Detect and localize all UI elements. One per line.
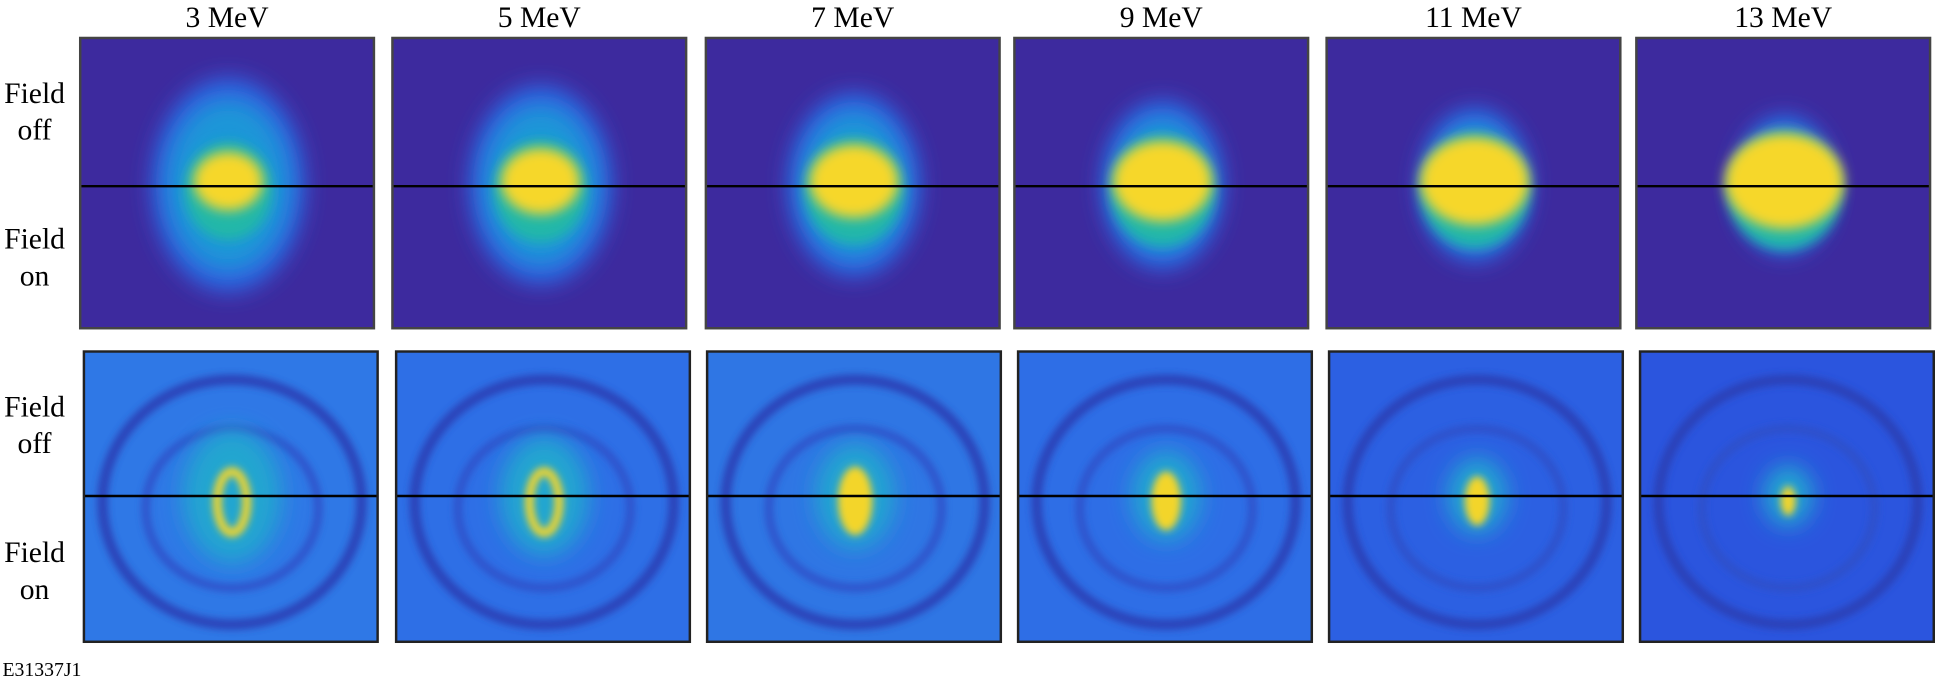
hot-ring [525, 467, 564, 538]
hot-ring [212, 467, 252, 538]
core [501, 148, 581, 215]
image-panel [1640, 351, 1934, 642]
panel-border [1016, 350, 1314, 644]
panel-border [1327, 350, 1625, 644]
column-title: 11 MeV [1425, 2, 1522, 34]
column-title: 13 MeV [1734, 2, 1832, 34]
ring-inner [454, 424, 635, 592]
ring-inner [1387, 424, 1568, 592]
ring [1342, 374, 1612, 630]
core [1725, 133, 1844, 230]
hot-spot [837, 466, 873, 536]
panel-border [705, 350, 1003, 644]
image-panel [396, 351, 690, 642]
core [1113, 140, 1212, 222]
row-label: off [18, 115, 52, 147]
ring [720, 374, 990, 630]
row-label: Field [4, 537, 65, 569]
row-label: Field [4, 78, 65, 110]
ring-inner [765, 424, 946, 592]
column-title: 9 MeV [1120, 2, 1203, 34]
ring [1653, 374, 1923, 630]
ring [409, 374, 679, 630]
row-label: on [20, 574, 50, 606]
row-label: Field [4, 392, 65, 424]
image-panel [80, 37, 374, 329]
panel-border [1638, 350, 1935, 644]
panel-border [391, 36, 688, 330]
image-panel [705, 37, 1000, 329]
column-title: 3 MeV [186, 2, 269, 34]
hot-spot [1151, 471, 1181, 531]
image-panel [1018, 351, 1312, 642]
core [193, 151, 263, 211]
hot-spot [1780, 486, 1796, 516]
core [809, 144, 899, 219]
row-label: on [20, 260, 50, 292]
image-panel [1326, 37, 1621, 329]
figure-id: E31337J1 [2, 659, 81, 681]
panel-border [82, 350, 379, 644]
panel-border [394, 350, 692, 644]
image-panel [83, 351, 378, 642]
image-panel [392, 37, 687, 329]
image-panel [1636, 37, 1931, 329]
panel-border [704, 36, 1001, 330]
panel-border [1325, 36, 1622, 330]
column-title: 5 MeV [498, 2, 581, 34]
hot-spot [1464, 476, 1490, 526]
image-panel [1014, 37, 1309, 329]
ring [97, 374, 367, 630]
core [1420, 137, 1529, 226]
panel-border [78, 36, 376, 330]
panel-border [1635, 36, 1932, 330]
row-label: off [18, 428, 52, 460]
ring [1031, 374, 1301, 630]
column-title: 7 MeV [811, 2, 894, 34]
image-panel [1329, 351, 1623, 642]
image-panel [707, 351, 1001, 642]
row-label: Field [4, 224, 65, 256]
ring-inner [1698, 424, 1879, 592]
panel-border [1013, 36, 1310, 330]
ring-inner [1076, 424, 1257, 592]
